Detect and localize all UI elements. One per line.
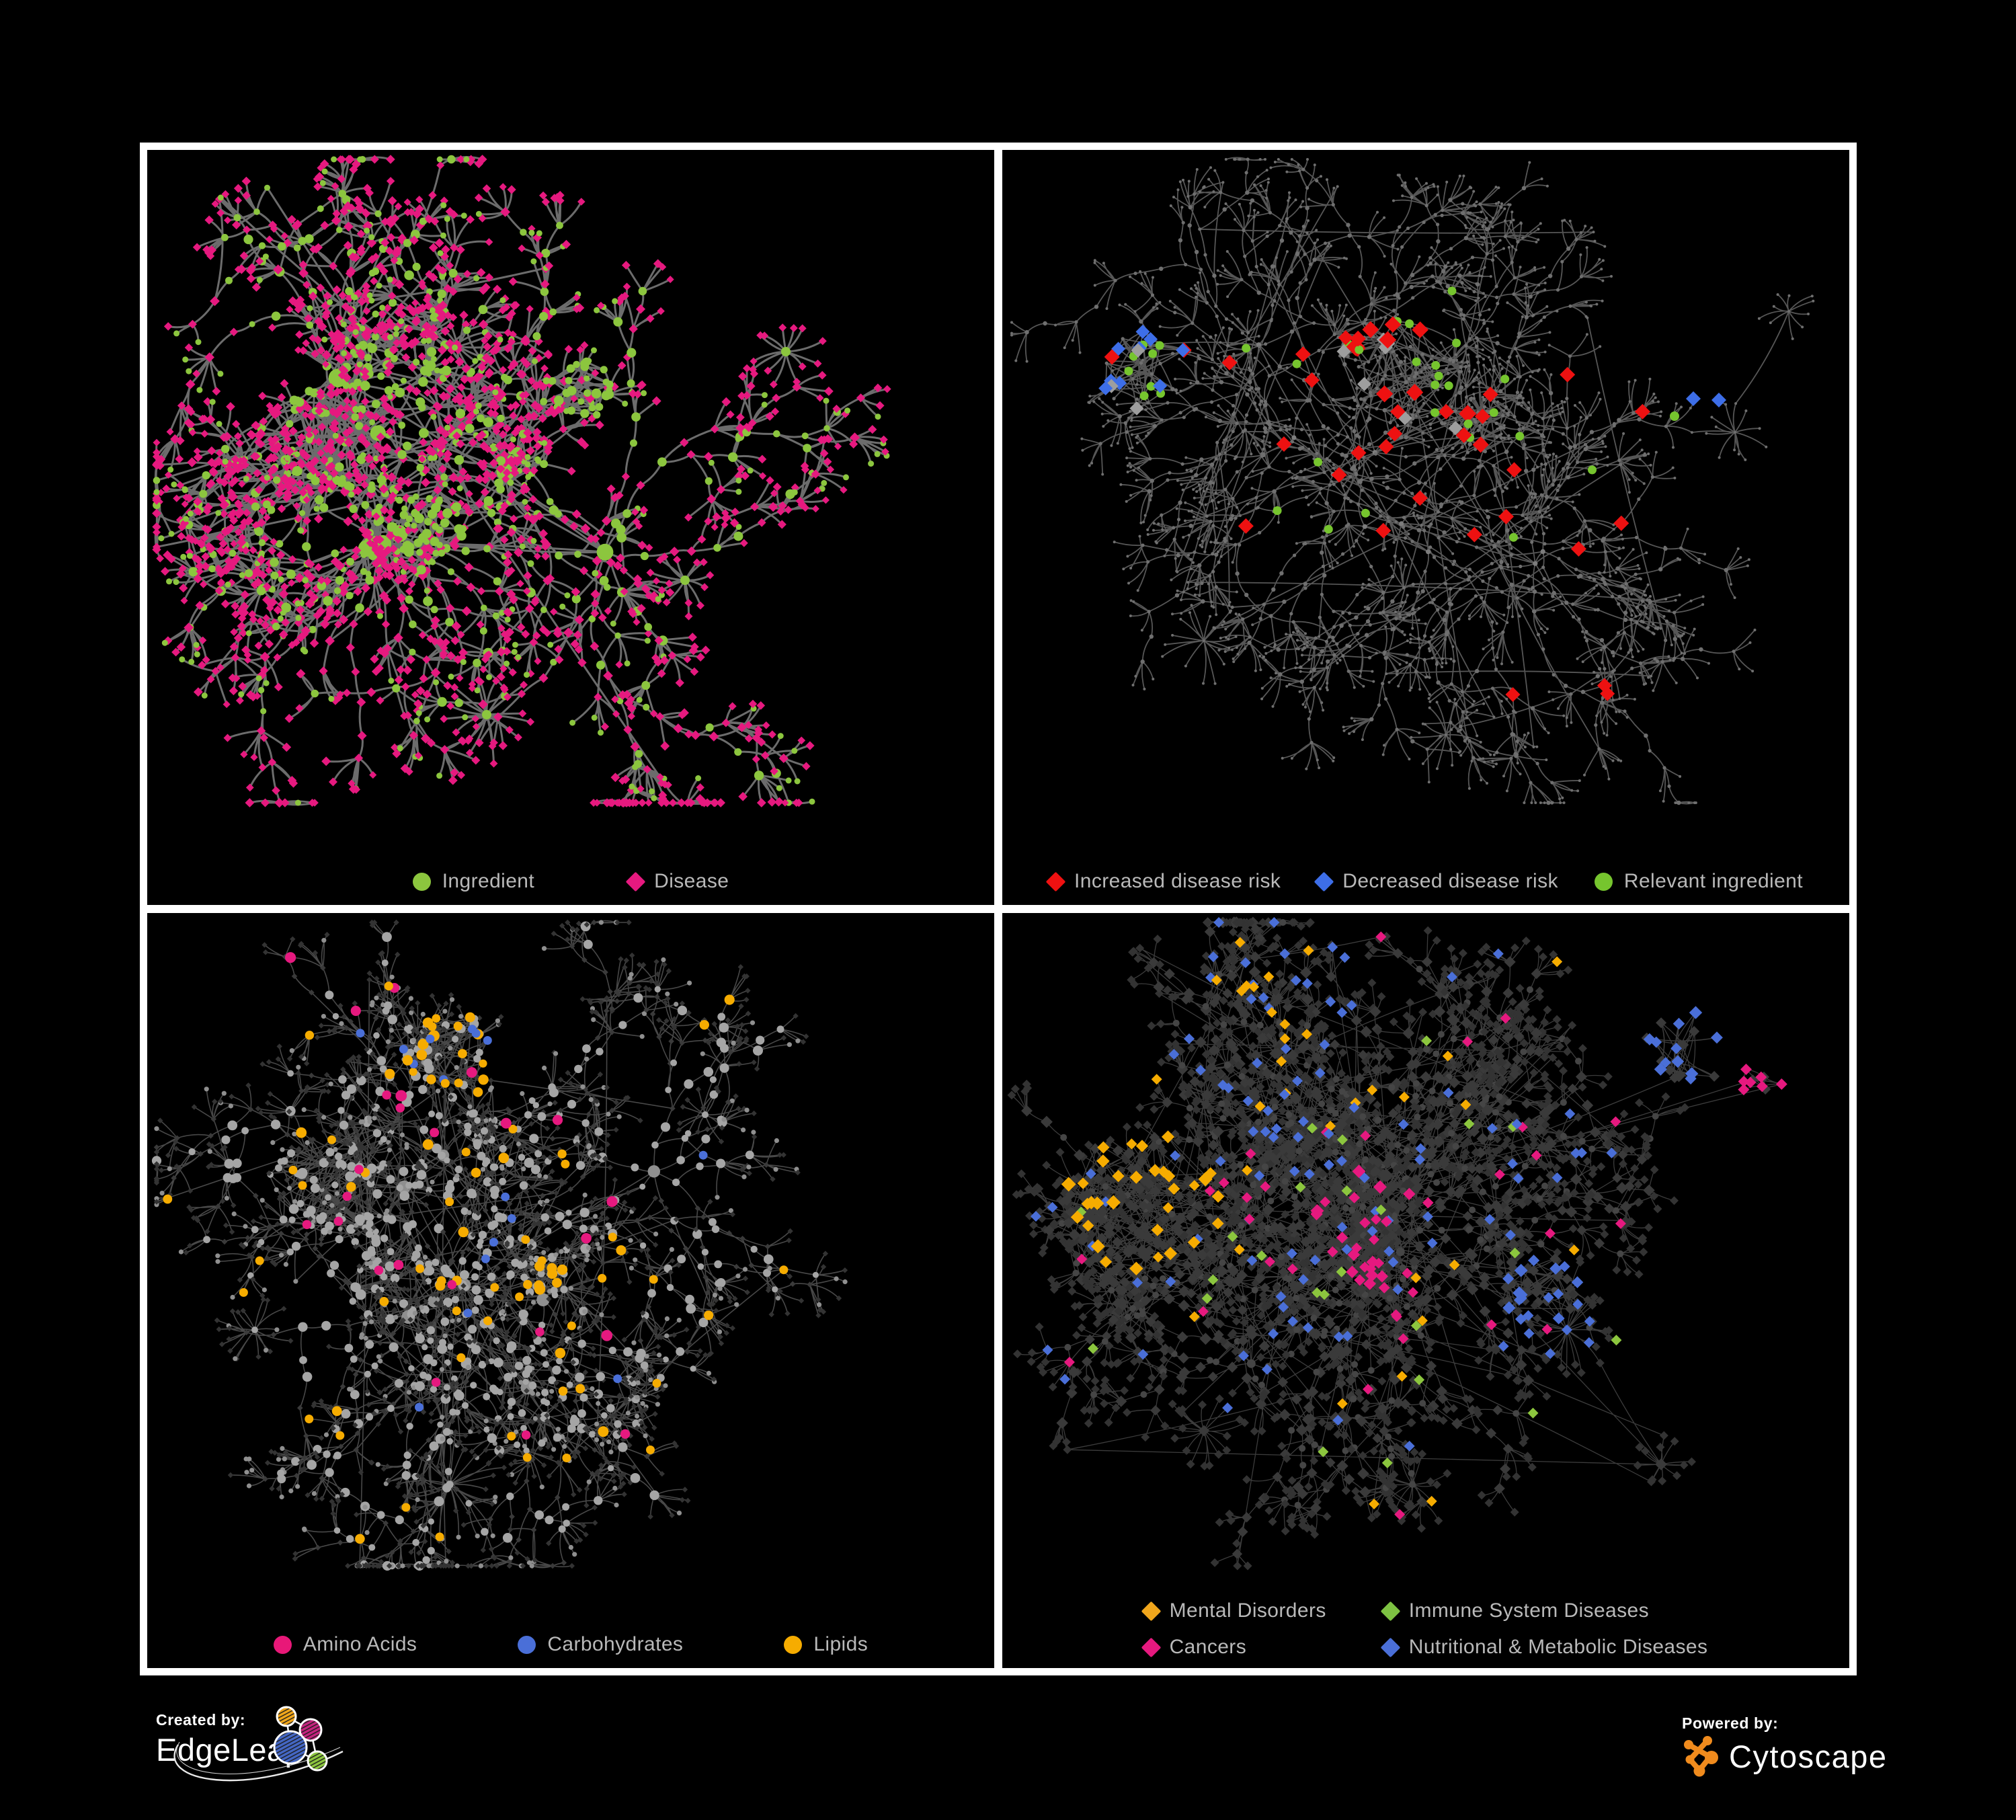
cytoscape-wordmark: Cytoscape	[1729, 1738, 1888, 1774]
legend-item-mental-disorders: Mental Disorders	[1141, 1599, 1326, 1622]
network-nutrient-classes	[151, 919, 848, 1571]
increased-risk-diamond-icon	[1045, 871, 1066, 892]
amino-acids-circle-icon	[273, 1635, 292, 1654]
legend-label: Decreased disease risk	[1342, 870, 1558, 892]
legend-nutrient-classes: Amino Acids Carbohydrates Lipids	[147, 1633, 994, 1656]
legend-label: Lipids	[813, 1633, 869, 1655]
legend-ingredient-disease: Ingredient Disease	[147, 870, 994, 893]
legend-disease-classes: Mental Disorders Immune System Diseases …	[1002, 1599, 1849, 1659]
network-disease-risk	[1010, 157, 1815, 805]
disease-diamond-icon	[625, 871, 646, 892]
legend-item-increased-risk: Increased disease risk	[1045, 870, 1281, 893]
legend-item-decreased-risk: Decreased disease risk	[1314, 870, 1558, 893]
legend-label: Relevant ingredient	[1623, 870, 1803, 892]
edgeleap-branding: Created by: EdgeLeap	[156, 1706, 344, 1782]
mental-disorders-diamond-icon	[1141, 1601, 1161, 1621]
nutritional-metabolic-diamond-icon	[1380, 1637, 1401, 1657]
legend-label: Mental Disorders	[1169, 1599, 1326, 1622]
panel-ingredient-disease: Ingredient Disease	[147, 150, 994, 905]
created-by-label: Created by:	[156, 1711, 246, 1729]
powered-by-label: Powered by:	[1682, 1714, 1779, 1732]
edgeleap-logo-icon	[173, 1706, 344, 1782]
panel-nutrient-classes: Amino Acids Carbohydrates Lipids	[147, 913, 994, 1668]
legend-item-cancers: Cancers	[1141, 1636, 1326, 1659]
carbohydrates-circle-icon	[518, 1635, 536, 1654]
legend-item-immune-diseases: Immune System Diseases	[1380, 1599, 1708, 1622]
network-disease-classes	[1007, 916, 1787, 1571]
lipids-circle-icon	[784, 1635, 803, 1654]
cytoscape-branding: Powered by: Cytoscape	[1682, 1714, 1888, 1777]
legend-item-relevant-ingredient: Relevant ingredient	[1594, 870, 1803, 893]
cytoscape-logo-icon	[1684, 1736, 1718, 1777]
network-ingredient-disease	[152, 155, 891, 808]
panel-disease-classes: Mental Disorders Immune System Diseases …	[1002, 913, 1849, 1668]
legend-label: Immune System Diseases	[1408, 1599, 1649, 1622]
legend-label: Amino Acids	[303, 1633, 417, 1655]
legend-label: Cancers	[1169, 1636, 1247, 1658]
legend-disease-risk: Increased disease risk Decreased disease…	[1002, 870, 1849, 893]
legend-item-disease: Disease	[625, 870, 729, 893]
legend-item-nutritional-metabolic: Nutritional & Metabolic Diseases	[1380, 1636, 1708, 1659]
legend-label: Ingredient	[442, 870, 535, 892]
relevant-ingredient-circle-icon	[1594, 872, 1613, 891]
legend-item-amino-acids: Amino Acids	[273, 1633, 417, 1656]
legend-item-carbohydrates: Carbohydrates	[518, 1633, 683, 1656]
decreased-risk-diamond-icon	[1314, 871, 1334, 892]
ingredient-circle-icon	[412, 872, 431, 891]
panel-grid: Ingredient Disease Increased disease ris…	[140, 143, 1857, 1675]
legend-label: Carbohydrates	[547, 1633, 684, 1655]
legend-item-lipids: Lipids	[784, 1633, 868, 1656]
panel-disease-risk: Increased disease risk Decreased disease…	[1002, 150, 1849, 905]
legend-label: Increased disease risk	[1074, 870, 1281, 892]
legend-item-ingredient: Ingredient	[412, 870, 535, 893]
cancers-diamond-icon	[1141, 1637, 1161, 1657]
legend-label: Disease	[654, 870, 729, 892]
immune-diseases-diamond-icon	[1380, 1601, 1401, 1621]
legend-label: Nutritional & Metabolic Diseases	[1408, 1636, 1708, 1658]
